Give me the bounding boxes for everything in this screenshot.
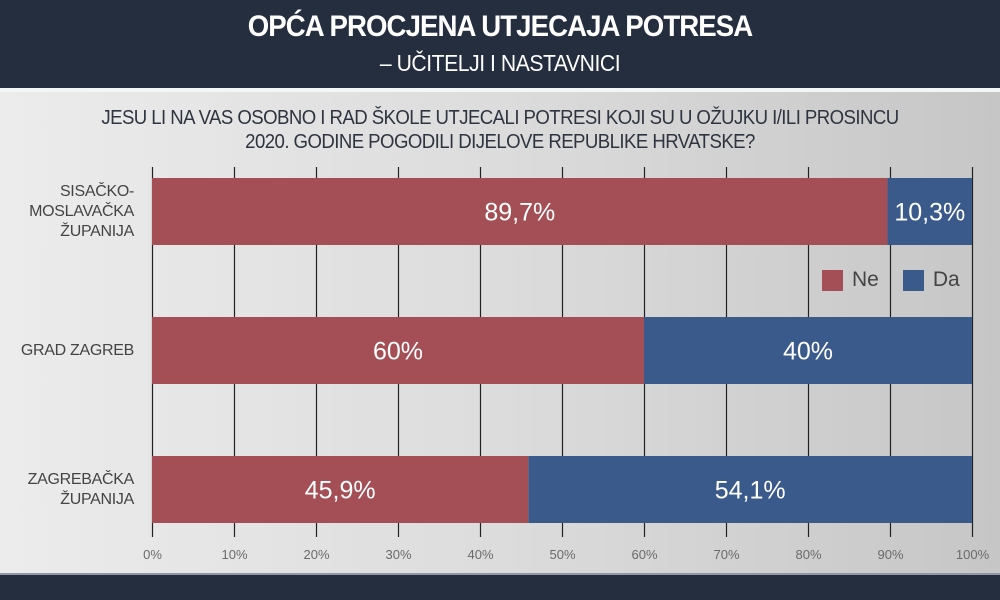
panel-bottom-border [0, 573, 1000, 575]
legend-label-ne: Ne [852, 268, 879, 291]
category-label-line: MOSLAVAČKA [29, 202, 134, 220]
category-label: SISAČKO- MOSLAVAČKA ŽUPANIJA [29, 182, 134, 242]
bar-ne [152, 178, 888, 245]
category-label-line: ZAGREBAČKA [27, 470, 135, 488]
chart-title: JESU LI NA VAS OSOBNO I RAD ŠKOLE UTJECA… [35, 106, 965, 154]
category-label-line: SISAČKO- [59, 182, 134, 200]
x-tick-label: 80% [795, 547, 821, 562]
data-label: 89,7% [484, 199, 555, 227]
x-tick-label: 50% [549, 547, 575, 562]
bar-da [528, 456, 972, 523]
category-label-line: ŽUPANIJA [60, 222, 134, 240]
x-tick-label: 100% [956, 547, 990, 562]
chart-title-line-2: 2020. GODINE POGODILI DIJELOVE REPUBLIKE… [245, 131, 755, 153]
bar-da [644, 317, 972, 384]
x-tick-label: 70% [713, 547, 739, 562]
bar-ne [152, 456, 529, 523]
category-label: GRAD ZAGREB [21, 341, 134, 361]
x-tick-label: 30% [385, 547, 411, 562]
data-label: 40% [783, 338, 833, 366]
category-label: ZAGREBAČKA ŽUPANIJA [27, 470, 135, 510]
data-label: 10,3% [894, 199, 965, 227]
chart-title-line-1: JESU LI NA VAS OSOBNO I RAD ŠKOLE UTJECA… [101, 107, 899, 129]
data-label: 60% [373, 338, 423, 366]
bar-da [887, 178, 972, 245]
x-tick-label: 40% [467, 547, 493, 562]
x-tick-label: 0% [143, 547, 162, 562]
page-subtitle: – UČITELJI I NASTAVNICI [379, 50, 621, 76]
header-divider [0, 88, 1000, 92]
legend-item-ne: Ne [822, 268, 879, 292]
legend: Ne Da [822, 268, 984, 292]
legend-swatch-ne [822, 269, 843, 291]
legend-label-da: Da [932, 268, 960, 291]
x-tick-label: 10% [221, 547, 247, 562]
x-tick-label: 20% [303, 547, 329, 562]
header-banner: OPĆA PROCJENA UTJECAJA POTRESA – UČITELJ… [0, 0, 1000, 88]
legend-item-da: Da [902, 268, 960, 292]
page-title: OPĆA PROCJENA UTJECAJA POTRESA [247, 10, 753, 43]
data-label: 54,1% [715, 477, 786, 505]
data-label: 45,9% [305, 477, 376, 505]
x-tick-label: 60% [631, 547, 657, 562]
legend-swatch-da [902, 269, 924, 291]
category-label-line: ŽUPANIJA [60, 490, 134, 508]
bar-ne [152, 317, 644, 384]
category-label-line: GRAD ZAGREB [20, 341, 134, 359]
x-tick-label: 90% [877, 547, 903, 562]
